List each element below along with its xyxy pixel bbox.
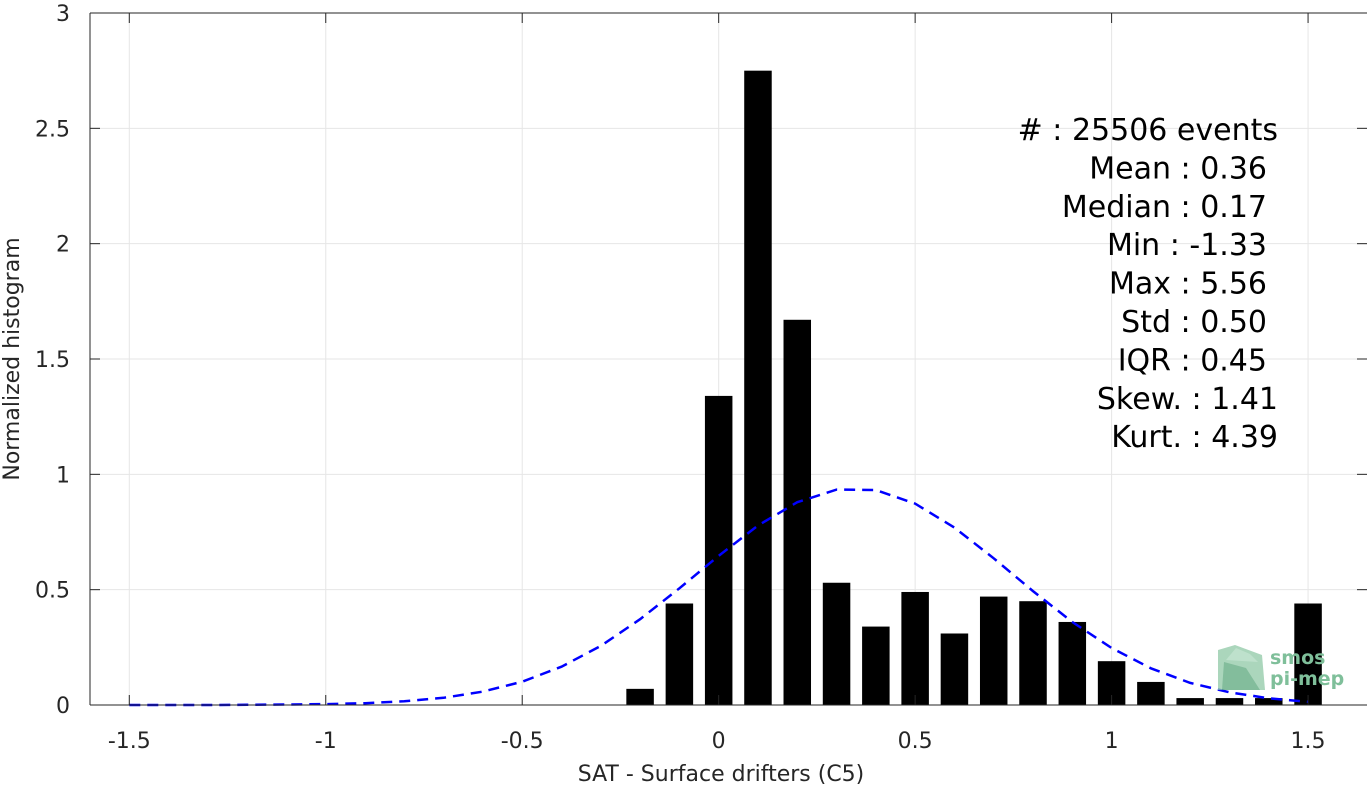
- x-tick-label: 1.5: [1291, 729, 1326, 754]
- y-tick-label: 2: [56, 233, 70, 258]
- y-tick-label: 1: [56, 463, 70, 488]
- smos-pi-mep-logo: smos pi-mep: [1218, 645, 1344, 690]
- histogram-bar: [862, 626, 890, 705]
- x-tick-label: -1: [315, 729, 337, 754]
- stat-line: # : 25506 events: [1018, 113, 1278, 148]
- y-tick-label: 3: [56, 2, 70, 27]
- stat-line: Kurt. : 4.39: [1111, 420, 1278, 455]
- y-axis-label: Normalized histogram: [0, 237, 25, 480]
- histogram-bar: [744, 70, 772, 705]
- y-tick-label: 1.5: [35, 348, 70, 373]
- y-tick-label: 0.5: [35, 579, 70, 604]
- tick-labels: -1.5 -1 -0.5 0 0.5 1 1.5 0 0.5 1 1.5 2 2.5 3: [35, 2, 1326, 754]
- logo-mark-icon: [1218, 645, 1265, 690]
- histogram-bar: [940, 633, 969, 705]
- histogram-bar: [1019, 601, 1047, 705]
- x-tick-label: 0: [712, 729, 726, 754]
- histogram-bar: [626, 688, 654, 705]
- stat-line: Median : 0.17: [1062, 190, 1267, 225]
- histogram-bar: [1137, 681, 1165, 705]
- histogram-bar: [665, 603, 694, 705]
- x-tick-label: 0.5: [898, 729, 933, 754]
- histogram-bar: [704, 395, 733, 705]
- stat-line: Std : 0.50: [1121, 305, 1267, 340]
- histogram-bar: [979, 596, 1008, 705]
- axes: [89, 12, 1367, 706]
- y-tick-label: 2.5: [35, 117, 70, 142]
- logo-text-line1: smos: [1270, 647, 1325, 669]
- histogram-bar: [901, 591, 929, 705]
- x-tick-label: -0.5: [501, 729, 544, 754]
- histogram-bar: [1215, 698, 1244, 705]
- histogram-bar: [1255, 698, 1283, 705]
- x-tick-label: 1: [1105, 729, 1119, 754]
- stat-line: IQR : 0.45: [1118, 343, 1267, 378]
- histogram-bar: [783, 319, 812, 705]
- histogram-bar: [1294, 603, 1322, 705]
- x-axis-label: SAT - Surface drifters (C5): [578, 762, 865, 785]
- y-tick-label: 0: [56, 694, 70, 719]
- logo-text-line2: pi-mep: [1270, 668, 1344, 690]
- histogram-bar: [1176, 698, 1204, 705]
- stat-line: Skew. : 1.41: [1097, 382, 1278, 417]
- x-tick-label: -1.5: [108, 729, 151, 754]
- histogram-bar: [822, 582, 851, 705]
- histogram-bar: [1058, 621, 1087, 705]
- stat-line: Max : 5.56: [1109, 267, 1267, 302]
- stat-line: Mean : 0.36: [1089, 151, 1267, 186]
- histogram-bars: [626, 70, 1322, 705]
- stat-line: Min : -1.33: [1107, 228, 1267, 263]
